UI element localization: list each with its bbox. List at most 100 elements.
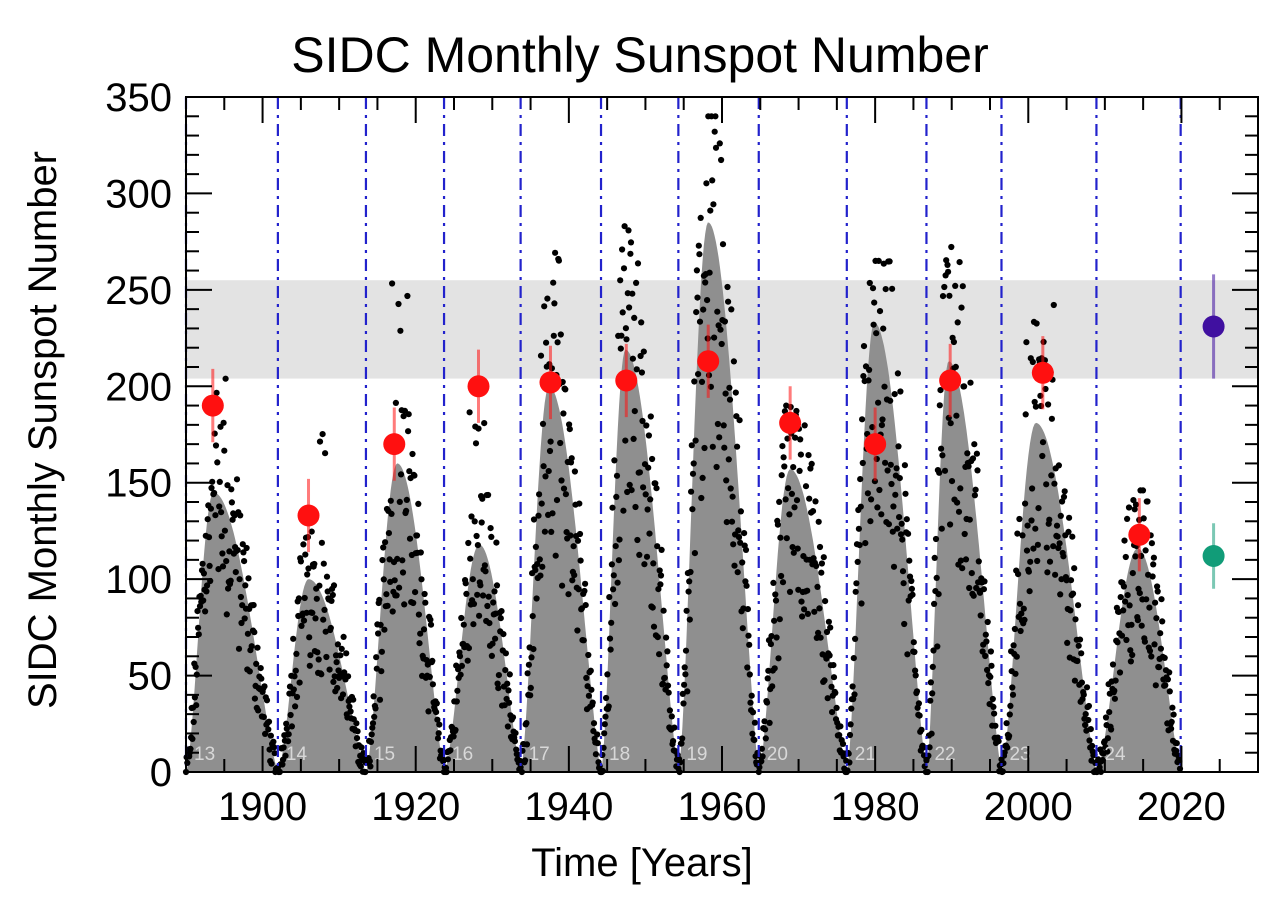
monthly-point [594, 740, 601, 747]
monthly-point [396, 584, 403, 591]
monthly-point [358, 744, 365, 751]
monthly-point [585, 692, 593, 699]
monthly-point [850, 655, 857, 662]
monthly-point [694, 294, 701, 301]
monthly-point [1063, 577, 1070, 584]
monthly-point [410, 599, 417, 607]
monthly-point [313, 595, 320, 602]
monthly-point [1057, 591, 1064, 598]
monthly-point [985, 680, 992, 687]
monthly-point [212, 442, 220, 449]
monthly-point [711, 128, 718, 135]
monthly-point [504, 723, 511, 730]
monthly-point [970, 592, 977, 599]
monthly-point [644, 506, 651, 513]
monthly-point [219, 563, 227, 570]
monthly-point [1078, 650, 1085, 657]
monthly-point [1146, 647, 1154, 655]
monthly-point [688, 488, 695, 495]
monthly-point [228, 499, 235, 506]
monthly-point [746, 641, 753, 648]
monthly-point [204, 582, 211, 589]
monthly-point [592, 751, 600, 758]
monthly-point [214, 459, 221, 466]
monthly-point [571, 468, 579, 475]
monthly-point [749, 730, 756, 737]
monthly-point [1124, 515, 1131, 523]
monthly-point [379, 557, 386, 564]
monthly-point [378, 668, 385, 675]
monthly-point [463, 590, 470, 598]
monthly-point [664, 682, 672, 689]
monthly-point [302, 551, 309, 558]
monthly-point [330, 678, 337, 686]
monthly-point [397, 327, 404, 334]
monthly-point [1162, 682, 1169, 689]
monthly-point [465, 539, 472, 547]
monthly-point [1015, 571, 1022, 578]
monthly-point [1060, 553, 1067, 560]
monthly-point [980, 586, 988, 593]
monthly-point [1078, 679, 1085, 686]
monthly-point [910, 639, 917, 646]
monthly-point [498, 608, 505, 615]
monthly-point [1154, 588, 1161, 595]
monthly-point [1142, 547, 1149, 554]
cycle-area-24 [1096, 548, 1181, 772]
cycle-label-16: 16 [452, 744, 473, 765]
monthly-point [377, 621, 384, 629]
monthly-point [353, 720, 360, 727]
monthly-point [280, 744, 287, 751]
monthly-point [649, 604, 656, 611]
monthly-point [777, 534, 784, 541]
monthly-point [759, 753, 766, 760]
monthly-point [948, 478, 956, 485]
monthly-point [698, 378, 706, 385]
monthly-point [1168, 725, 1175, 732]
monthly-point [984, 666, 991, 674]
cycle-label-20: 20 [767, 744, 788, 765]
monthly-point [941, 283, 948, 291]
monthly-point [801, 422, 808, 429]
monthly-point [1045, 401, 1052, 408]
monthly-point [652, 480, 659, 487]
monthly-point [530, 516, 538, 523]
monthly-point [493, 539, 500, 546]
monthly-point [749, 709, 757, 716]
monthly-point [1121, 537, 1128, 544]
series-1-point [1202, 315, 1225, 338]
monthly-point [645, 464, 652, 471]
monthly-point [797, 451, 805, 458]
monthly-point [323, 573, 331, 580]
monthly-point [484, 602, 491, 610]
monthly-point [1054, 533, 1061, 540]
monthly-point [852, 588, 859, 595]
monthly-point [195, 624, 202, 631]
monthly-point [748, 692, 755, 699]
monthly-point [1053, 522, 1061, 529]
monthly-point [896, 514, 903, 521]
monthly-point [961, 530, 968, 538]
monthly-point [716, 140, 723, 147]
monthly-point [954, 319, 961, 326]
monthly-point [902, 490, 909, 497]
monthly-point [285, 731, 292, 738]
monthly-point [682, 671, 689, 678]
monthly-point [913, 688, 921, 695]
monthly-point [948, 243, 955, 251]
monthly-point [875, 399, 882, 406]
monthly-point [1025, 568, 1032, 575]
monthly-point [1066, 514, 1073, 521]
monthly-point [622, 437, 629, 444]
cycle-area-15 [365, 463, 444, 772]
monthly-point [628, 487, 635, 494]
cycle-area-20 [758, 469, 847, 772]
monthly-point [388, 510, 395, 517]
monthly-point [704, 297, 711, 304]
monthly-point [1046, 516, 1053, 523]
monthly-point [474, 591, 481, 598]
monthly-point [976, 589, 984, 596]
monthly-point [874, 504, 881, 511]
monthly-point [768, 633, 775, 640]
